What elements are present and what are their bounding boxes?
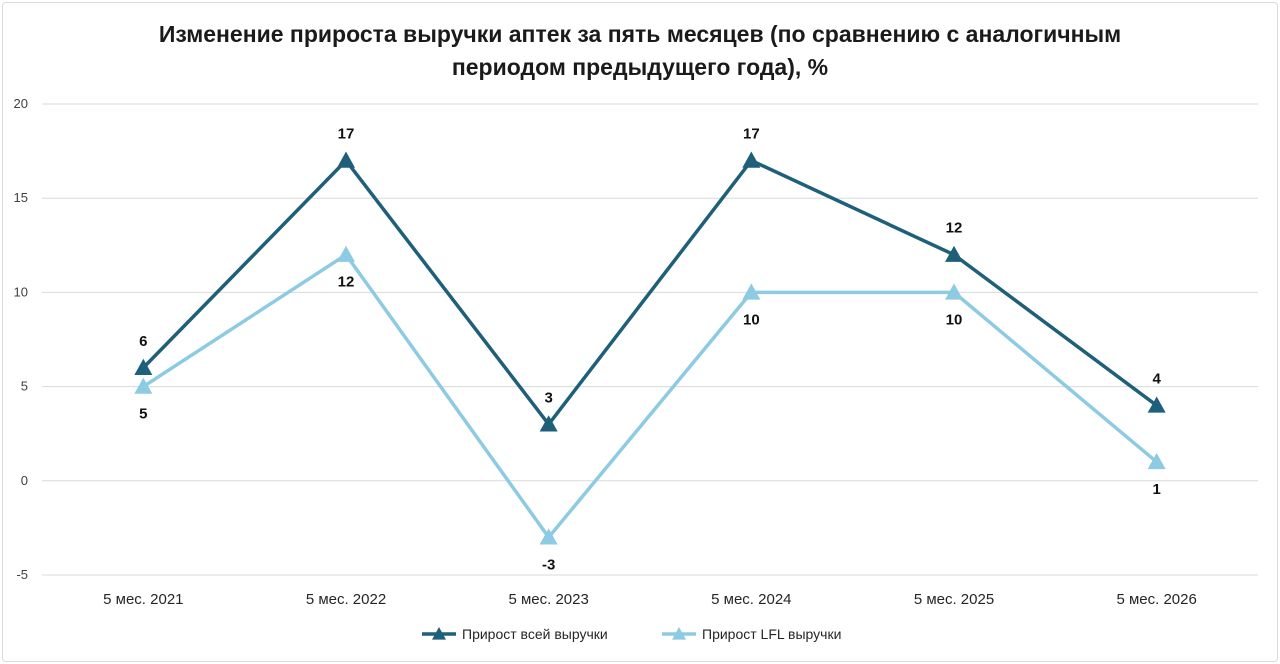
point-lfl [134,377,153,394]
point-lfl [1147,452,1166,470]
legend-label-total: Прирост всей выручки [462,626,608,642]
legend: Прирост всей выручки Прирост LFL выручки [422,626,841,642]
series-group [134,151,1166,545]
data-label-total: 6 [139,333,147,350]
x-tick-label: 5 мес. 2024 [711,591,791,608]
data-label-total: 12 [946,220,963,237]
gridlines [42,103,1258,576]
point-total [742,151,761,168]
chart-title-line-2: периодом предыдущего года), % [451,54,829,80]
x-tick-label: 5 мес. 2025 [914,591,994,608]
legend-label-lfl: Прирост LFL выручки [702,626,841,642]
legend-marker-total [432,627,446,640]
x-tick-label: 5 мес. 2022 [306,591,386,608]
point-lfl [337,245,355,262]
series-line-lfl [142,252,1158,540]
data-label-lfl: 12 [338,274,355,291]
data-labels: 6 17 3 17 12 4 5 12 -3 10 10 1 [139,126,1161,574]
chart-title-line-1: Изменение прироста выручки аптек за пять… [158,21,1122,47]
chart-title: Изменение прироста выручки аптек за пять… [0,18,1280,84]
data-label-total: 17 [338,126,355,143]
x-tick-label: 5 мес. 2021 [103,591,183,608]
y-axis-ticks: -5 0 5 10 15 20 [14,96,28,582]
data-label-total: 3 [544,389,552,406]
data-label-total: 17 [743,126,760,143]
y-tick-label: 5 [21,379,28,394]
y-tick-label: 15 [14,190,28,205]
x-tick-label: 5 мес. 2026 [1116,591,1196,608]
data-label-lfl: 10 [946,311,963,328]
point-total [945,245,963,262]
point-lfl [742,283,761,300]
y-tick-label: 10 [14,284,28,299]
series-line-total [142,158,1158,427]
point-total [1147,396,1166,413]
y-tick-label: 0 [21,473,28,488]
data-label-lfl: 5 [139,406,147,423]
point-lfl [945,283,963,300]
data-label-lfl: -3 [542,556,555,573]
legend-marker-lfl [672,627,686,640]
data-label-lfl: 10 [743,311,760,328]
x-axis-ticks: 5 мес. 2021 5 мес. 2022 5 мес. 2023 5 мес. … [103,591,1197,608]
point-total [539,415,558,432]
point-total [134,358,153,375]
data-label-total: 4 [1152,370,1161,387]
point-lfl [539,528,558,545]
data-label-lfl: 1 [1152,481,1160,498]
y-tick-label: 20 [14,96,28,111]
point-total [337,151,355,168]
x-tick-label: 5 мес. 2023 [508,591,588,608]
y-tick-label: -5 [16,567,28,582]
